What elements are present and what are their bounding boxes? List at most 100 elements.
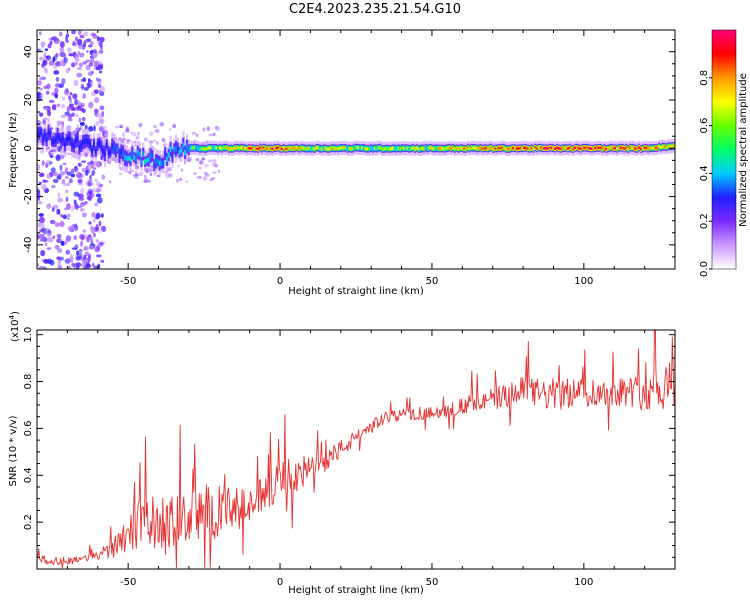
- spectrogram-ridge-core: [260, 147, 263, 150]
- spectrogram-ridge-mid: [91, 148, 94, 154]
- spectrogram-speckle: [39, 172, 45, 178]
- spectrogram-panel: -50 0 50 100 -40 -20 0 20 40 Height of straight…: [8, 29, 676, 297]
- spectrogram-ridge-core: [574, 146, 577, 150]
- spectrogram-ridge-core: [391, 147, 395, 150]
- spectrogram-speckle: [80, 187, 84, 195]
- spectrogram-speckle: [45, 203, 51, 210]
- spectrogram-ridge-mid: [113, 144, 116, 151]
- spectrogram-ridge-core: [348, 147, 351, 150]
- spectrogram-speckle: [51, 171, 58, 177]
- spectrogram-speckle: [72, 40, 76, 46]
- spectrogram-ridge-core: [648, 146, 652, 150]
- spectrogram-ridge-core: [268, 147, 271, 150]
- spectrogram-x-axis: -50 0 50 100: [36, 30, 676, 287]
- spectrogram-ridge-mid: [43, 132, 46, 138]
- spectrogram-ridge-core: [433, 147, 437, 150]
- spectrogram-ridge-core: [605, 147, 608, 151]
- x-tick-label: -50: [120, 276, 136, 287]
- spectrogram-ridge-core: [275, 146, 278, 150]
- spectrogram-speckle: [92, 34, 98, 40]
- spectrogram-speckle: [99, 41, 103, 48]
- spectrogram-ridge-core: [566, 147, 570, 150]
- snr-panel: -50 0 50 100 0.2 0.4 0.6 0.8 1.0 Height of stra…: [8, 311, 676, 596]
- spectrogram-speckle: [47, 232, 50, 237]
- spectrogram-speckle: [83, 266, 89, 269]
- spectrogram-ridge-mid: [319, 145, 322, 152]
- spectrogram-ridge-core: [357, 146, 360, 150]
- spectrogram-ridge-mid: [47, 129, 50, 136]
- spectrogram-speckle: [59, 47, 65, 52]
- spectrogram-speckle: [98, 229, 102, 234]
- spectrogram-speckle: [86, 50, 89, 53]
- spectrogram-ridge-core: [366, 147, 369, 151]
- spectrogram-ridge-mid: [136, 149, 139, 156]
- spectrogram-ridge-core: [537, 146, 540, 149]
- spectrogram-ridge-core: [280, 147, 283, 151]
- spectrogram-ridge-core: [630, 146, 633, 150]
- spectrogram-speckle: [44, 48, 49, 52]
- spectrogram-ridge-mid: [322, 145, 325, 151]
- spectrogram-speckle: [59, 31, 63, 37]
- spectrogram-ridge-core: [581, 146, 584, 150]
- spectrogram-ridge-core: [457, 147, 460, 151]
- snr-line: [37, 330, 675, 569]
- spectrogram-speckle: [76, 72, 83, 78]
- spectrogram-speckle: [135, 137, 138, 140]
- spectrogram-speckle: [180, 168, 184, 172]
- spectrogram-ridge-core: [459, 146, 462, 150]
- spectrogram-speckle: [83, 31, 89, 37]
- spectrogram-ridge-mid: [87, 139, 90, 145]
- spectrogram-ridge-mid: [362, 145, 365, 151]
- spectrogram-ridge-core: [397, 146, 400, 150]
- spectrogram-speckle: [77, 50, 81, 55]
- spectrogram-ridge-core: [439, 147, 442, 150]
- spectrogram-ridge-core: [643, 146, 646, 150]
- spectrogram-ridge-core: [561, 146, 564, 150]
- spectrogram-speckle: [214, 164, 219, 168]
- spectrogram-ridge-mid: [178, 149, 181, 155]
- spectrogram-speckle: [88, 101, 94, 109]
- spectrogram-ridge-mid: [103, 150, 107, 156]
- spectrogram-speckle: [43, 51, 47, 59]
- spectrogram-speckle: [81, 160, 87, 163]
- spectrogram-speckle: [126, 141, 130, 145]
- spectrogram-speckle: [54, 93, 59, 99]
- spectrogram-speckle: [99, 118, 105, 125]
- spectrogram-ridge-core: [351, 147, 355, 150]
- spectrogram-ridge-mid: [62, 136, 65, 142]
- spectrogram-speckle: [193, 172, 197, 175]
- spectrogram-ridge-core: [539, 146, 542, 150]
- spectrogram-ridge-mid: [93, 141, 96, 148]
- spectrogram-speckle: [54, 83, 61, 88]
- spectrogram-speckle: [70, 254, 74, 260]
- spectrogram-ridge-core: [583, 146, 586, 150]
- spectrogram-ridge-core: [355, 146, 358, 149]
- spectrogram-ridge-core: [639, 147, 643, 151]
- spectrogram-ridge-mid: [393, 145, 396, 152]
- spectrogram-speckle: [95, 193, 102, 198]
- spectrogram-speckle: [79, 52, 85, 58]
- spectrogram-speckle: [66, 113, 70, 120]
- spectrogram-speckle: [65, 176, 69, 179]
- spectrogram-speckle: [90, 91, 96, 97]
- spectrogram-ridge-core: [247, 146, 251, 150]
- spectrogram-speckle: [154, 128, 160, 134]
- spectrogram-speckle: [91, 173, 95, 177]
- spectrogram-speckle: [46, 173, 51, 179]
- spectrogram-speckle: [73, 235, 77, 240]
- spectrogram-ridge-core: [271, 147, 274, 151]
- spectrogram-ridge-mid: [346, 146, 349, 152]
- spectrogram-ridge-core: [300, 146, 304, 150]
- spectrogram-speckle: [75, 266, 80, 269]
- spectrogram-speckle: [172, 124, 176, 129]
- spectrogram-speckle: [39, 216, 45, 224]
- spectrogram-speckle: [63, 57, 68, 64]
- spectrogram-ridge-core: [402, 146, 406, 150]
- spectrogram-ridge-core: [244, 147, 247, 150]
- spectrogram-ridge-core: [659, 146, 663, 149]
- spectrogram-ridge-core: [596, 146, 599, 150]
- spectrogram-speckle: [77, 193, 84, 199]
- spectrogram-speckle: [74, 98, 78, 106]
- spectrogram-speckle: [87, 44, 93, 48]
